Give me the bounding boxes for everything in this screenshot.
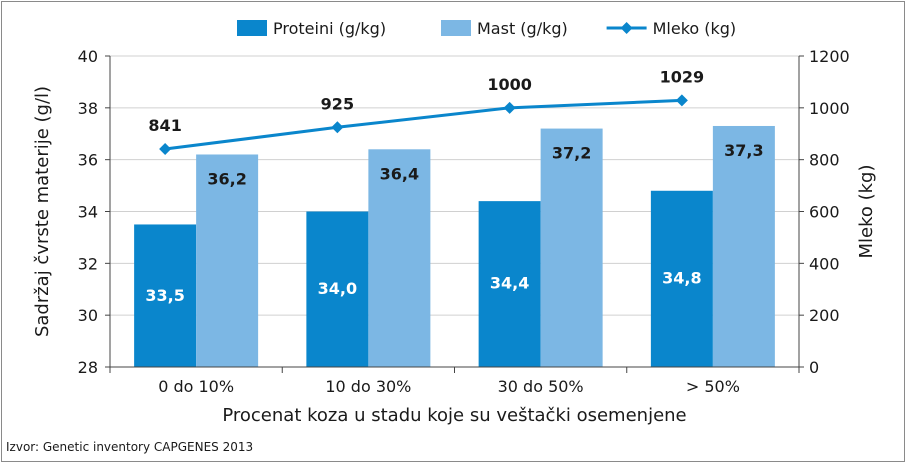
legend-swatch: [441, 20, 471, 36]
x-tick-label: 30 do 50%: [498, 377, 584, 396]
legend-label: Mleko (kg): [653, 19, 737, 38]
y-tick-label: 34: [78, 203, 98, 222]
legend-swatch: [237, 20, 267, 36]
line-point-mleko: [503, 101, 516, 114]
bar-data-label: 34,4: [490, 274, 529, 293]
y2-tick-label: 1000: [809, 99, 850, 118]
line-data-label: 925: [321, 94, 354, 113]
bar-data-label: 37,3: [724, 141, 763, 160]
bar-proteini: [306, 211, 369, 367]
y-tick-label: 38: [78, 99, 98, 118]
line-mleko: [164, 98, 682, 151]
line-point-mleko: [331, 121, 344, 134]
y2-tick-label: 800: [809, 151, 840, 170]
line-data-label: 1000: [487, 75, 532, 94]
line-point-mleko: [159, 143, 172, 156]
bar-mast: [368, 149, 431, 367]
legend-marker: [620, 22, 633, 34]
line-data-label: 1029: [660, 67, 705, 86]
x-tick-label: > 50%: [686, 377, 740, 396]
x-axis-title: Procenat koza u stadu koje su veštački o…: [222, 405, 686, 426]
bar-mast: [712, 125, 775, 367]
y-tick-label: 28: [78, 358, 98, 377]
x-tick-label: 10 do 30%: [325, 377, 411, 396]
bar-proteini: [134, 224, 197, 367]
bar-data-label: 37,2: [552, 144, 591, 163]
y-tick-label: 32: [78, 254, 98, 273]
x-tick-label: 0 do 10%: [158, 377, 234, 396]
legend-label: Mast (g/kg): [477, 19, 568, 38]
bar-proteini: [478, 201, 541, 367]
y2-tick-label: 400: [809, 254, 840, 273]
y-tick-label: 40: [78, 47, 98, 66]
legend-label: Proteini (g/kg): [273, 19, 386, 38]
y2-axis-title: Mleko (kg): [856, 164, 877, 258]
y2-tick-label: 600: [809, 203, 840, 222]
y-tick-label: 36: [78, 151, 98, 170]
source-note: Izvor: Genetic inventory CAPGENES 2013: [6, 440, 254, 454]
y2-tick-label: 0: [809, 358, 819, 377]
bar-data-label: 34,8: [662, 268, 701, 287]
bar-proteini: [650, 190, 713, 367]
y2-tick-label: 1200: [809, 47, 850, 66]
bar-data-label: 34,0: [318, 279, 357, 298]
bar-mast: [540, 128, 603, 367]
bar-data-label: 36,2: [207, 169, 246, 188]
line-point-mleko: [675, 94, 688, 107]
y2-tick-label: 200: [809, 306, 840, 325]
line-data-label: 841: [148, 116, 181, 135]
bar-mast: [196, 154, 259, 367]
y-axis-title: Sadržaj čvrste materije (g/l): [32, 86, 53, 337]
y-tick-label: 30: [78, 306, 98, 325]
bar-data-label: 36,4: [380, 164, 419, 183]
bar-data-label: 33,5: [145, 286, 184, 305]
